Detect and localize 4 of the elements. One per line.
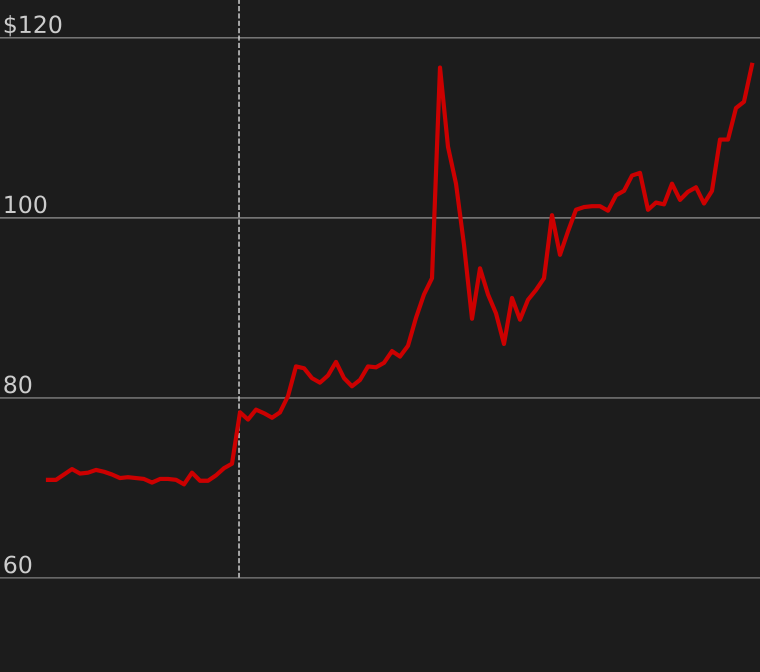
y-tick-label: 100 — [5, 195, 46, 214]
y-tick-label: $120 — [4, 14, 62, 36]
y-tick-label: 80 — [4, 376, 32, 394]
y-tick-label: 60 — [4, 556, 32, 574]
